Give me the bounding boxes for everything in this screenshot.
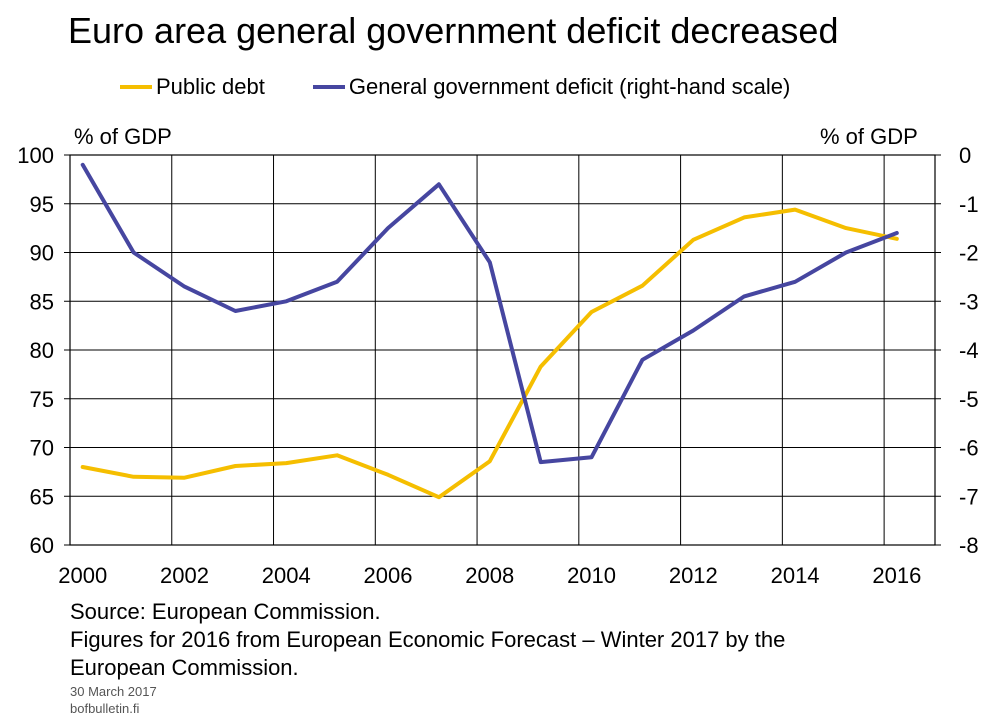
y2-tick-label: -3 [959,289,979,314]
legend-swatch-deficit [312,85,345,89]
x-tick-label: 2012 [669,563,718,588]
x-tick-label: 2006 [364,563,413,588]
y-tick-label: 75 [30,387,54,412]
legend-item-deficit: General government deficit (right-hand s… [312,74,791,100]
y2-tick-label: -8 [959,533,979,558]
publication-date: 30 March 2017 [70,684,157,699]
x-tick-label: 2004 [262,563,311,588]
x-tick-label: 2000 [58,563,107,588]
y2-tick-label: -4 [959,338,979,363]
y2-tick-label: 0 [959,143,971,168]
legend-label-deficit: General government deficit (right-hand s… [348,74,791,99]
left-axis-unit: % of GDP [74,124,172,149]
plot-frame [69,154,936,546]
y-tick-label: 100 [17,143,54,168]
y-tick-label: 95 [30,192,54,217]
x-tick-label: 2010 [567,563,616,588]
forecast-note-line1: Figures for 2016 from European Economic … [70,627,786,652]
y-tick-label: 90 [30,241,54,266]
site-name: bofbulletin.fi [70,701,140,716]
forecast-note-line2: European Commission. [70,655,299,680]
y2-tick-label: -7 [959,484,979,509]
series-line-deficit [80,162,899,465]
x-tick-label: 2014 [771,563,820,588]
y2-tick-label: -6 [959,436,979,461]
series-line-public-debt [80,207,899,500]
y2-tick-label: -1 [959,192,979,217]
y2-tick-label: -2 [959,241,979,266]
legend-swatch-public-debt [120,85,152,89]
x-tick-label: 2002 [160,563,209,588]
y-tick-label: 60 [30,533,54,558]
x-tick-label: 2008 [465,563,514,588]
x-tick-label: 2016 [872,563,921,588]
legend-label-public-debt: Public debt [156,74,265,99]
y2-tick-label: -5 [959,387,979,412]
legend-item-public-debt: Public debt [120,74,265,100]
y-tick-label: 85 [30,289,54,314]
chart-notes: Source: European Commission. Figures for… [70,598,785,682]
y-tick-label: 70 [30,436,54,461]
y-tick-label: 65 [30,484,54,509]
source-note: Source: European Commission. [70,599,381,624]
chart-title: Euro area general government deficit dec… [68,10,839,51]
right-axis-unit: % of GDP [820,124,918,149]
chart-area: 60 65 70 75 80 85 90 95 100 0 -1 -2 -3 -4 -5 -6 -7 -8 2000… [17,143,979,588]
y-tick-label: 80 [30,338,54,363]
legend: Public debt General government deficit (… [120,72,838,102]
